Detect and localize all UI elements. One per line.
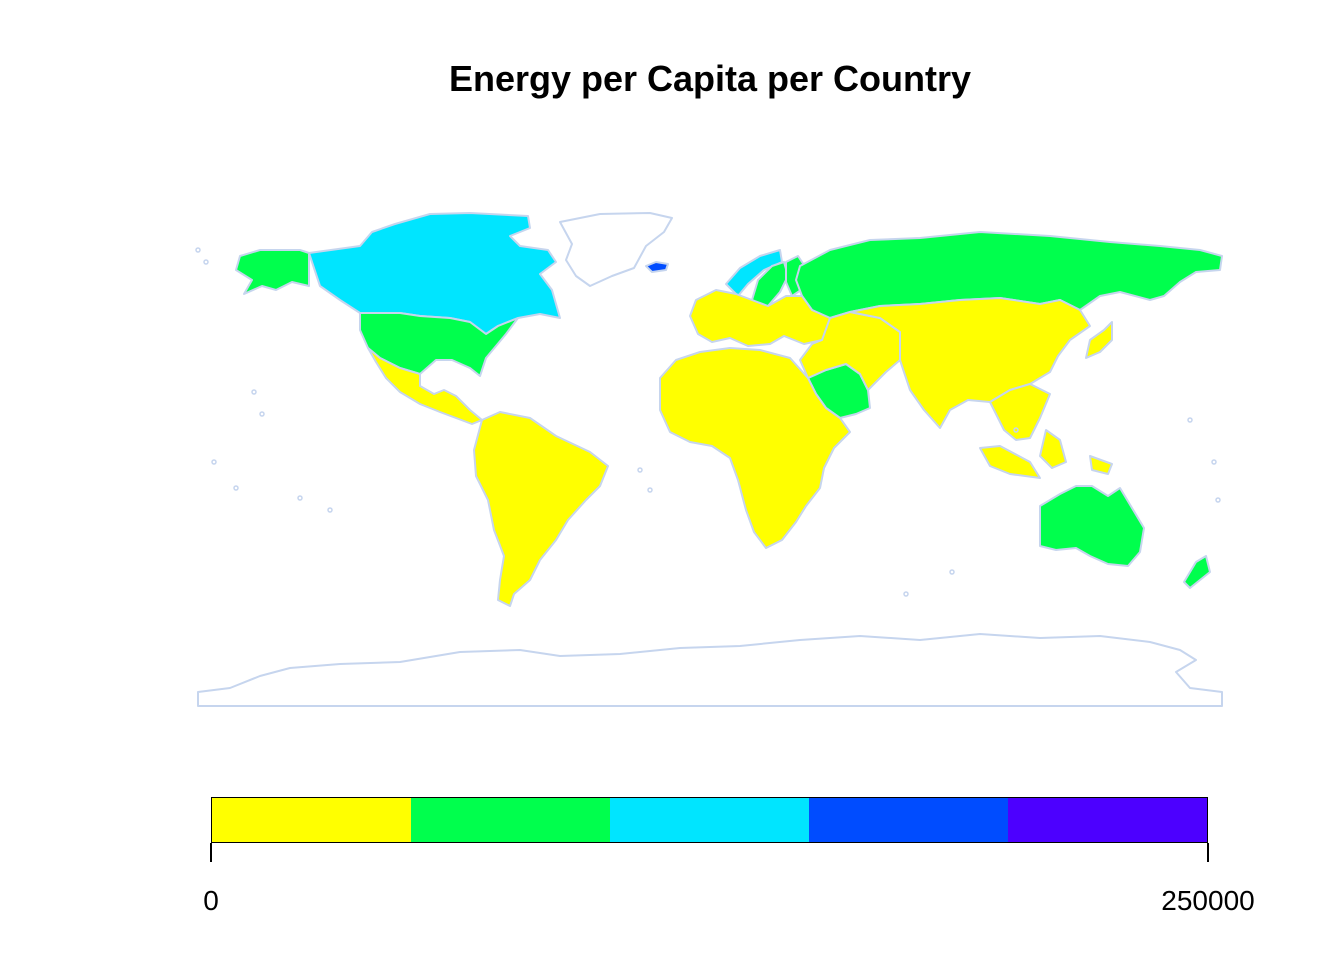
region-africa: [659, 347, 851, 549]
island-dot: [259, 411, 265, 417]
island-dot: [1013, 427, 1019, 433]
region-antarctica: [197, 633, 1223, 707]
island-dot: [647, 487, 653, 493]
island-dot: [903, 591, 909, 597]
legend-max-label: 250000: [1161, 885, 1255, 916]
island-dot: [233, 485, 239, 491]
legend-swatch-1: [212, 798, 411, 842]
island-dot: [195, 247, 201, 253]
island-dot: [297, 495, 303, 501]
region-mexico-and-central-america: [367, 347, 483, 425]
region-japan: [1085, 321, 1113, 359]
island-dot: [327, 507, 333, 513]
island-dot: [251, 389, 257, 395]
region-new-zealand: [1183, 555, 1211, 589]
region-south-america: [473, 411, 609, 607]
legend-swatch-2: [411, 798, 610, 842]
island-dot: [1187, 417, 1193, 423]
region-southeast-asia: [979, 383, 1113, 479]
island-dot: [211, 459, 217, 465]
legend-swatch-3: [610, 798, 809, 842]
world-map: [195, 212, 1223, 707]
legend-swatch-4: [809, 798, 1008, 842]
region-asia: [849, 297, 1091, 429]
island-dot: [1211, 459, 1217, 465]
island-dot: [203, 259, 209, 265]
region-iceland: [645, 261, 669, 273]
island-dot: [949, 569, 955, 575]
legend-min-label: 0: [203, 885, 219, 916]
island-dot: [1215, 497, 1221, 503]
region-greenland: [559, 212, 673, 287]
map-title: Energy per Capita per Country: [448, 58, 972, 99]
region-australia: [1039, 485, 1145, 567]
region-alaska: [235, 249, 310, 295]
small-islands: [195, 247, 1221, 597]
island-dot: [637, 467, 643, 473]
country-regions: [197, 212, 1223, 707]
legend-swatch-5: [1008, 798, 1207, 842]
color-legend-bar: [211, 797, 1208, 843]
